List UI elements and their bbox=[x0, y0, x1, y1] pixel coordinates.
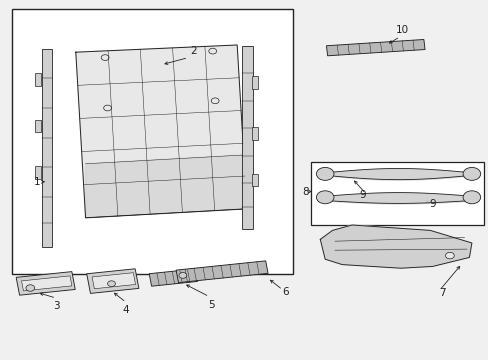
Circle shape bbox=[445, 252, 453, 259]
Circle shape bbox=[462, 191, 480, 204]
Bar bbox=[251, 174, 257, 186]
Polygon shape bbox=[86, 269, 139, 293]
Circle shape bbox=[316, 191, 333, 204]
Bar bbox=[35, 166, 41, 179]
Polygon shape bbox=[16, 271, 75, 295]
Circle shape bbox=[26, 285, 35, 291]
Bar bbox=[35, 73, 41, 86]
Polygon shape bbox=[21, 276, 72, 291]
Text: 1: 1 bbox=[34, 177, 41, 187]
Text: 2: 2 bbox=[189, 46, 196, 56]
Circle shape bbox=[179, 273, 186, 278]
Circle shape bbox=[107, 281, 115, 287]
Text: 6: 6 bbox=[282, 287, 289, 297]
Polygon shape bbox=[41, 49, 52, 247]
Text: 8: 8 bbox=[302, 186, 308, 197]
Text: 9: 9 bbox=[358, 190, 365, 200]
Circle shape bbox=[316, 167, 333, 180]
Text: 3: 3 bbox=[53, 301, 60, 311]
Polygon shape bbox=[76, 45, 246, 218]
Polygon shape bbox=[85, 155, 246, 218]
Polygon shape bbox=[326, 40, 424, 56]
Polygon shape bbox=[242, 46, 252, 229]
Text: 9: 9 bbox=[428, 199, 435, 210]
Polygon shape bbox=[149, 269, 197, 286]
Bar bbox=[310, 162, 483, 225]
Polygon shape bbox=[320, 225, 471, 268]
Text: 4: 4 bbox=[122, 305, 129, 315]
Bar bbox=[251, 127, 257, 140]
Bar bbox=[12, 9, 293, 274]
Text: 5: 5 bbox=[208, 300, 215, 310]
Bar bbox=[35, 120, 41, 132]
Polygon shape bbox=[176, 261, 267, 283]
Bar bbox=[251, 76, 257, 89]
Polygon shape bbox=[92, 273, 135, 289]
Text: 10: 10 bbox=[395, 25, 407, 35]
Circle shape bbox=[462, 167, 480, 180]
Text: 7: 7 bbox=[438, 288, 445, 298]
